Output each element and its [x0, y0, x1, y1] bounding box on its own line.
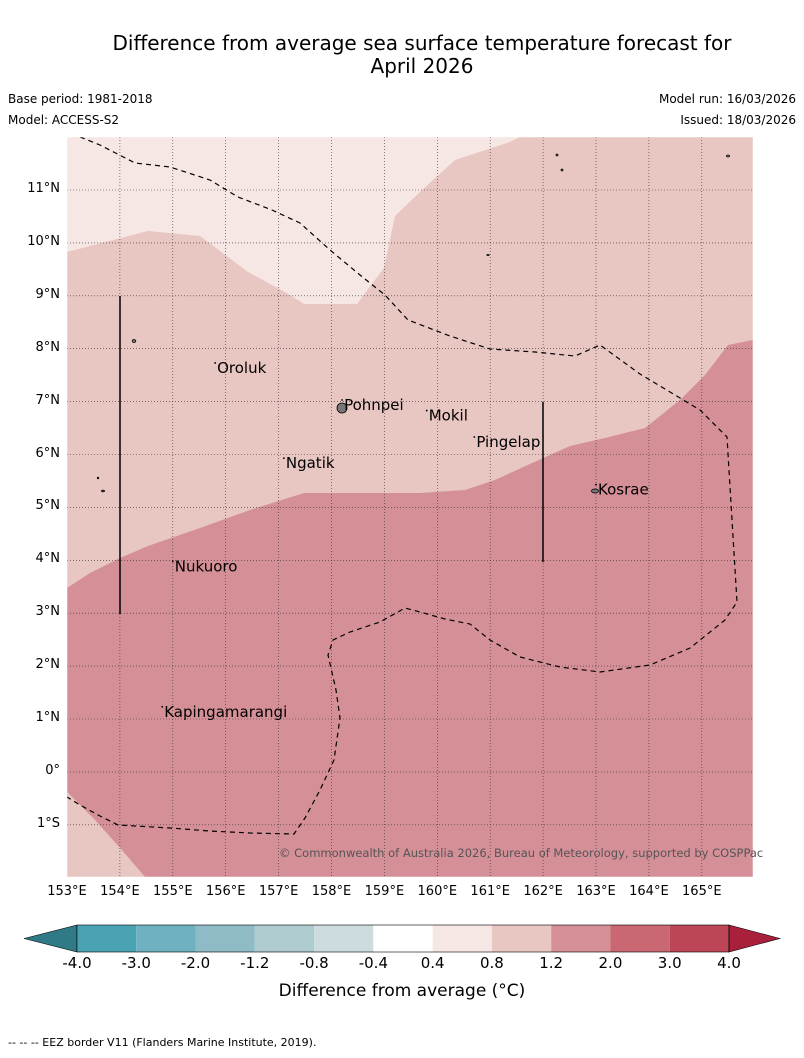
- colorbar-tick-label: -3.0: [121, 954, 151, 972]
- latitude-label: 1°N: [35, 710, 61, 725]
- colorbar-tick-label: -0.4: [358, 954, 388, 972]
- place-label-pingelap: Pingelap: [476, 433, 540, 451]
- colorbar-swatch: [432, 925, 492, 952]
- band-0-8-to-1-2-south: [67, 792, 145, 877]
- latitude-label: 9°N: [35, 286, 61, 302]
- latitude-label: 4°N: [35, 551, 61, 567]
- atoll-marker: [131, 339, 137, 343]
- map-frame: [66, 136, 754, 878]
- colorbar-swatch: [314, 925, 374, 952]
- colorbar: [23, 924, 782, 953]
- colorbar-tick-label: -0.8: [299, 954, 329, 972]
- colorbar-tick-label: 3.0: [657, 954, 682, 972]
- place-label-ngatik: Ngatik: [286, 454, 335, 472]
- colorbar-swatch: [136, 925, 196, 952]
- place-marker: [282, 457, 285, 460]
- band-1-2-to-2-0: [67, 340, 753, 877]
- eez-footnote: -- -- -- EEZ border V11 (Flanders Marine…: [8, 1036, 317, 1049]
- longitude-label: 157°E: [258, 884, 299, 899]
- atoll-marker: [101, 489, 105, 493]
- title-line-2: April 2026: [370, 54, 474, 78]
- place-marker: [214, 362, 217, 364]
- place-marker: [171, 560, 174, 563]
- place-marker: [341, 399, 343, 401]
- pohnpei-island: [336, 402, 348, 414]
- longitude-label: 154°E: [100, 884, 140, 899]
- sst-anomaly-fields: [67, 137, 753, 877]
- colorbar-tick-label: -1.2: [240, 954, 270, 972]
- place-label-pohnpei: Pohnpei: [344, 396, 404, 414]
- atoll-marker: [726, 154, 730, 158]
- place-marker: [161, 705, 164, 708]
- latitude-label: 0°: [45, 762, 60, 778]
- latitude-label: 7°N: [35, 392, 61, 408]
- latitude-label: 1°S: [36, 815, 60, 831]
- latitude-label: 5°N: [35, 498, 61, 514]
- place-label-mokil: Mokil: [429, 407, 468, 425]
- latitude-label: 11°N: [27, 181, 60, 196]
- longitude-label: 159°E: [364, 884, 405, 899]
- kosrae-island: [591, 488, 599, 494]
- colorbar-swatch: [491, 925, 552, 952]
- colorbar-tick-label: 0.4: [420, 954, 445, 972]
- band-0-4-to-0-8: [67, 137, 520, 304]
- model-run: Model run: 16/03/2026: [658, 92, 796, 106]
- colorbar-swatch: [669, 925, 729, 952]
- colorbar-extend-high: [728, 924, 782, 953]
- longitude-label: 160°E: [417, 884, 458, 899]
- model-name: Model: ACCESS-S2: [8, 113, 120, 127]
- colorbar-swatch: [373, 925, 433, 952]
- place-marker: [425, 409, 428, 412]
- place-marker: [473, 436, 476, 438]
- colorbar-swatch: [610, 925, 670, 952]
- colorbar-extend-low: [23, 924, 78, 953]
- latitude-label: 10°N: [27, 233, 60, 249]
- chart-title: Difference from average sea surface temp…: [40, 32, 804, 78]
- latitude-label: 6°N: [35, 445, 61, 461]
- colorbar-tick-label: -4.0: [62, 954, 92, 972]
- colorbar-swatch: [195, 925, 255, 952]
- atoll-marker: [560, 168, 564, 172]
- latitude-label: 2°N: [35, 657, 61, 673]
- longitude-label: 165°E: [682, 884, 722, 899]
- atoll-marker: [486, 253, 490, 256]
- longitude-label: 158°E: [311, 884, 352, 899]
- graticule: [67, 137, 753, 877]
- place-label-kapingamarangi: Kapingamarangi: [164, 703, 287, 721]
- colorbar-swatch: [77, 925, 137, 952]
- islands: [96, 153, 730, 494]
- place-label-oroluk: Oroluk: [217, 359, 266, 377]
- reference-lines: [119, 296, 544, 614]
- longitude-label: 153°E: [47, 884, 87, 899]
- place-marker: [595, 483, 597, 486]
- atoll-marker: [555, 153, 559, 157]
- colorbar-title: Difference from average (°C): [278, 981, 526, 1001]
- colorbar-tick-label: 1.2: [539, 954, 564, 972]
- longitude-label: 161°E: [470, 884, 510, 899]
- longitude-label: 155°E: [153, 884, 193, 899]
- issued-date: Issued: 18/03/2026: [680, 113, 796, 127]
- latitude-label: 8°N: [35, 339, 61, 355]
- title-line-1: Difference from average sea surface temp…: [112, 31, 732, 55]
- place-labels: Oroluk Pohnpei Mokil Pingelap Ngatik Kosrae Nu…: [161, 359, 649, 721]
- colorbar-tick-label: -2.0: [180, 954, 211, 972]
- longitude-label: 156°E: [205, 884, 246, 899]
- colorbar-tick-label: 0.8: [479, 954, 504, 972]
- copyright-notice: © Commonwealth of Australia 2026, Bureau…: [279, 846, 763, 860]
- colorbar-swatch: [254, 925, 315, 952]
- latitude-label: 3°N: [35, 604, 61, 620]
- colorbar-swatch: [551, 925, 611, 952]
- longitude-label: 163°E: [576, 884, 616, 899]
- place-label-kosrae: Kosrae: [598, 481, 649, 499]
- colorbar-frame: [76, 924, 730, 953]
- colorbar-tick-label: 2.0: [598, 954, 623, 972]
- atoll-marker: [96, 476, 100, 480]
- longitude-label: 162°E: [523, 884, 563, 899]
- colorbar-tick-label: 4.0: [717, 954, 741, 972]
- place-label-nukuoro: Nukuoro: [175, 557, 238, 575]
- longitude-label: 164°E: [629, 884, 669, 899]
- base-period: Base period: 1981-2018: [8, 92, 153, 106]
